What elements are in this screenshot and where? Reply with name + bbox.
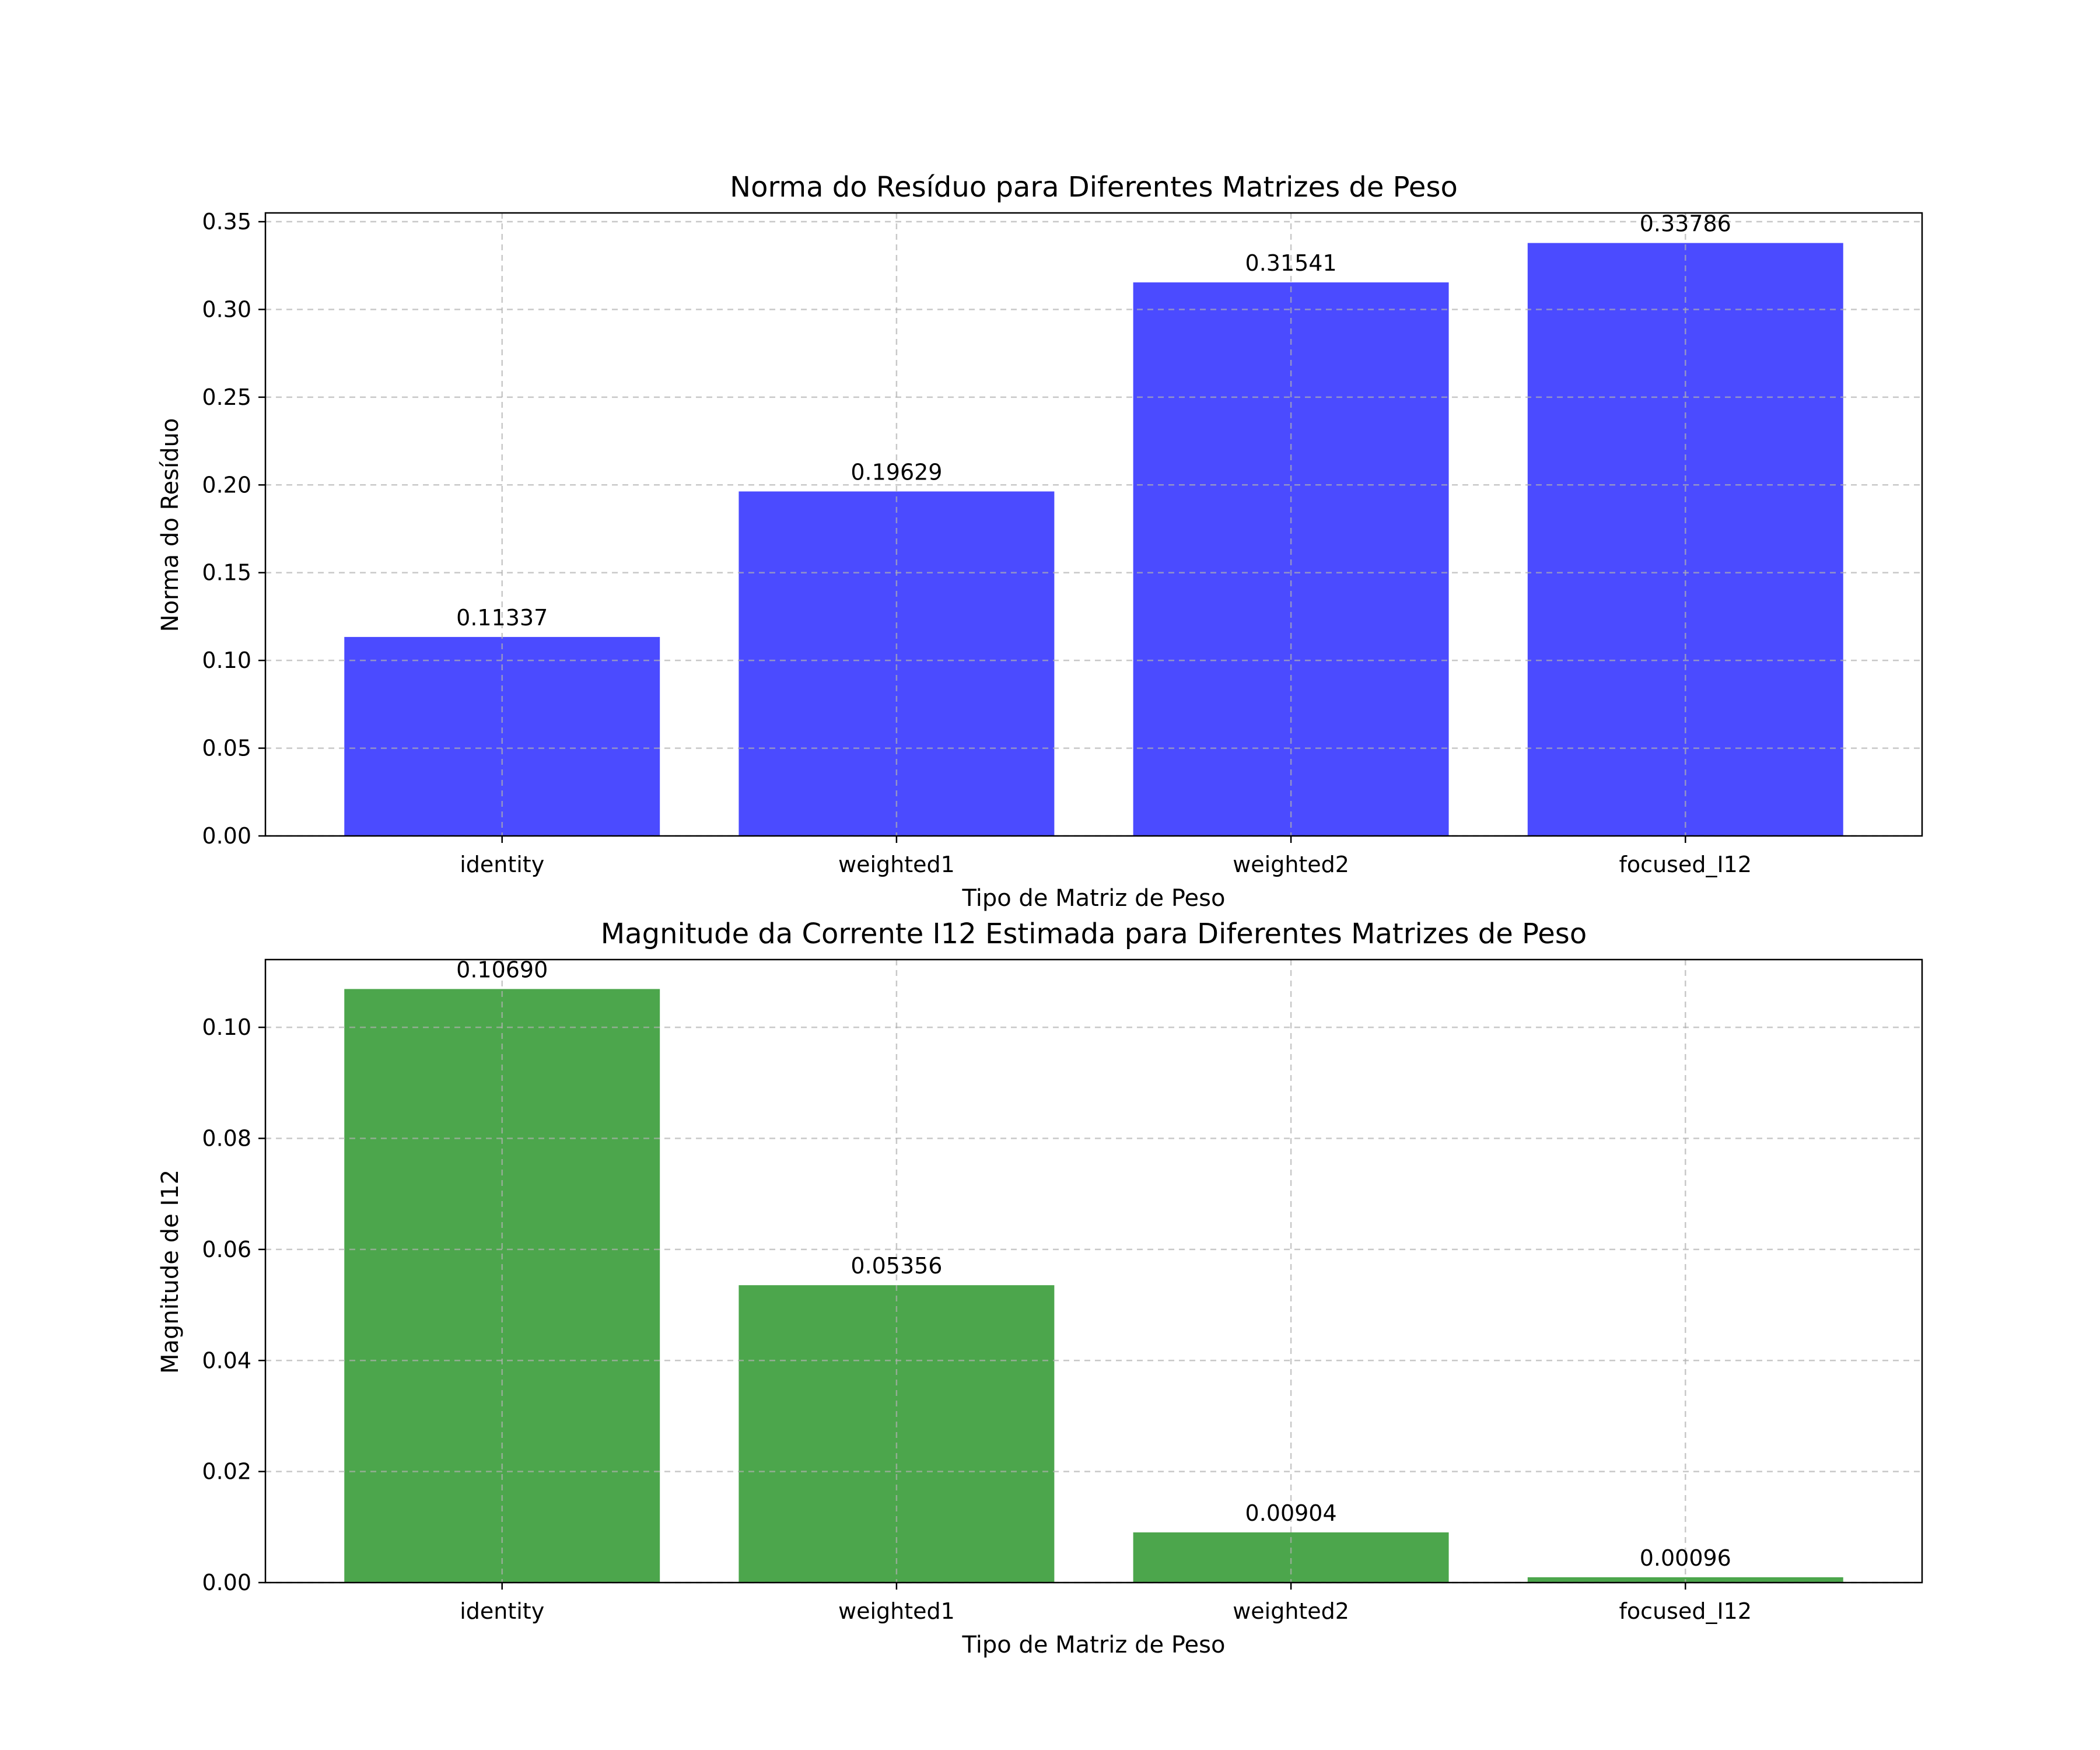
- data-label: 0.00096: [1640, 1545, 1731, 1571]
- y-tick-label: 0.04: [202, 1348, 251, 1373]
- y-tick-label: 0.20: [202, 472, 251, 498]
- x-axis-label: Tipo de Matriz de Peso: [962, 1632, 1226, 1658]
- residual-norm-chart: Norma do Resíduo para Diferentes Matrize…: [157, 171, 1923, 912]
- y-tick-label: 0.02: [202, 1459, 251, 1485]
- x-tick-label: weighted1: [838, 1598, 955, 1624]
- y-tick-label: 0.35: [202, 209, 251, 235]
- y-tick-label: 0.10: [202, 648, 251, 673]
- y-tick-label: 0.10: [202, 1014, 251, 1040]
- axes-frame: [264, 212, 1923, 837]
- y-axis-label: Norma do Resíduo: [157, 418, 184, 632]
- residual-norm-bar-weighted1: [738, 491, 1055, 836]
- y-tick-label: 0.30: [202, 296, 251, 322]
- i12-magnitude-chart: Magnitude da Corrente I12 Estimada para …: [157, 918, 1923, 1658]
- chart-title: Norma do Resíduo para Diferentes Matrize…: [730, 171, 1458, 204]
- data-label: 0.00904: [1245, 1500, 1337, 1526]
- y-tick-label: 0.05: [202, 736, 251, 761]
- y-tick-label: 0.08: [202, 1126, 251, 1152]
- y-tick-label: 0.00: [202, 823, 251, 849]
- y-tick-label: 0.00: [202, 1570, 251, 1595]
- y-tick-label: 0.15: [202, 560, 251, 586]
- data-label: 0.10690: [456, 957, 548, 982]
- data-label: 0.05356: [850, 1253, 942, 1279]
- x-tick-label: identity: [460, 852, 544, 877]
- data-label: 0.19629: [850, 459, 942, 485]
- y-tick-label: 0.25: [202, 384, 251, 410]
- x-tick-label: focused_I12: [1619, 1598, 1752, 1624]
- data-label: 0.11337: [456, 605, 548, 631]
- axes-frame: [264, 958, 1923, 1584]
- x-tick-label: weighted1: [838, 852, 955, 877]
- data-label: 0.33786: [1640, 211, 1731, 237]
- x-tick-label: weighted2: [1233, 1598, 1349, 1624]
- data-label: 0.31541: [1245, 250, 1337, 276]
- x-axis-label: Tipo de Matriz de Peso: [962, 885, 1226, 912]
- x-tick-label: weighted2: [1233, 852, 1349, 877]
- chart-title: Magnitude da Corrente I12 Estimada para …: [601, 918, 1587, 950]
- y-axis-label: Magnitude de I12: [157, 1170, 184, 1374]
- y-tick-label: 0.06: [202, 1237, 251, 1262]
- x-tick-label: identity: [460, 1598, 544, 1624]
- x-tick-label: focused_I12: [1619, 852, 1752, 877]
